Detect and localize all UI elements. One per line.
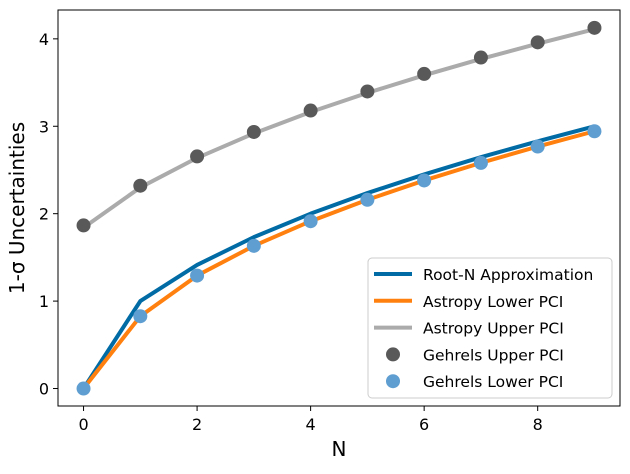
data-point-4-0 [76, 381, 91, 396]
data-point-4-6 [417, 173, 432, 188]
y-tick-label-4: 4 [39, 30, 49, 49]
legend-label-2: Astropy Upper PCI [423, 320, 564, 338]
legend: Root-N Approximation Astropy Lower PCI Ast… [367, 257, 613, 399]
data-point-3-9 [587, 20, 602, 35]
legend-label-0: Root-N Approximation [423, 266, 593, 284]
data-point-3-7 [473, 50, 488, 65]
x-tick-label-0: 0 [78, 415, 88, 434]
y-tick-label-2: 2 [39, 205, 49, 224]
legend-label-3: Gehrels Upper PCI [423, 346, 564, 364]
data-point-4-8 [530, 139, 545, 154]
data-point-3-3 [246, 124, 261, 139]
data-point-4-9 [587, 124, 602, 139]
x-tick-label-4: 8 [533, 415, 543, 434]
data-point-3-2 [190, 149, 205, 164]
plot-frame [57, 9, 621, 407]
series-line-0 [81, 124, 595, 390]
y-axis-label: 1-σ Uncertainties [5, 122, 29, 294]
x-axis-label: N [332, 437, 347, 461]
plot-marks [76, 20, 602, 396]
legend-label-1: Astropy Lower PCI [423, 293, 563, 311]
legend-swatch-4 [386, 374, 400, 389]
y-tick-label-1: 1 [39, 292, 49, 311]
x-tick-label-1: 2 [192, 415, 202, 434]
y-tick-label-3: 3 [39, 117, 49, 136]
data-point-3-8 [530, 35, 545, 50]
data-point-3-0 [76, 218, 91, 233]
legend-box [367, 257, 613, 399]
x-tick-label-2: 4 [306, 415, 316, 434]
data-point-3-4 [303, 103, 318, 118]
data-point-3-6 [417, 66, 432, 81]
legend-label-4: Gehrels Lower PCI [423, 373, 563, 391]
data-point-3-1 [133, 178, 148, 193]
data-point-4-7 [473, 155, 488, 170]
series-line-1 [81, 129, 595, 390]
y-tick-label-0: 0 [39, 380, 49, 399]
data-point-4-4 [303, 214, 318, 229]
data-point-4-1 [133, 309, 148, 324]
data-point-4-5 [360, 192, 375, 207]
data-point-4-2 [190, 268, 205, 283]
series-line-2 [82, 27, 595, 230]
data-point-4-3 [246, 238, 261, 253]
axis-ticks: 0 2 4 6 8 0 1 2 3 4 [39, 30, 543, 434]
data-point-3-5 [360, 84, 375, 99]
legend-swatch-3 [386, 347, 400, 362]
x-tick-label-3: 6 [419, 415, 429, 434]
